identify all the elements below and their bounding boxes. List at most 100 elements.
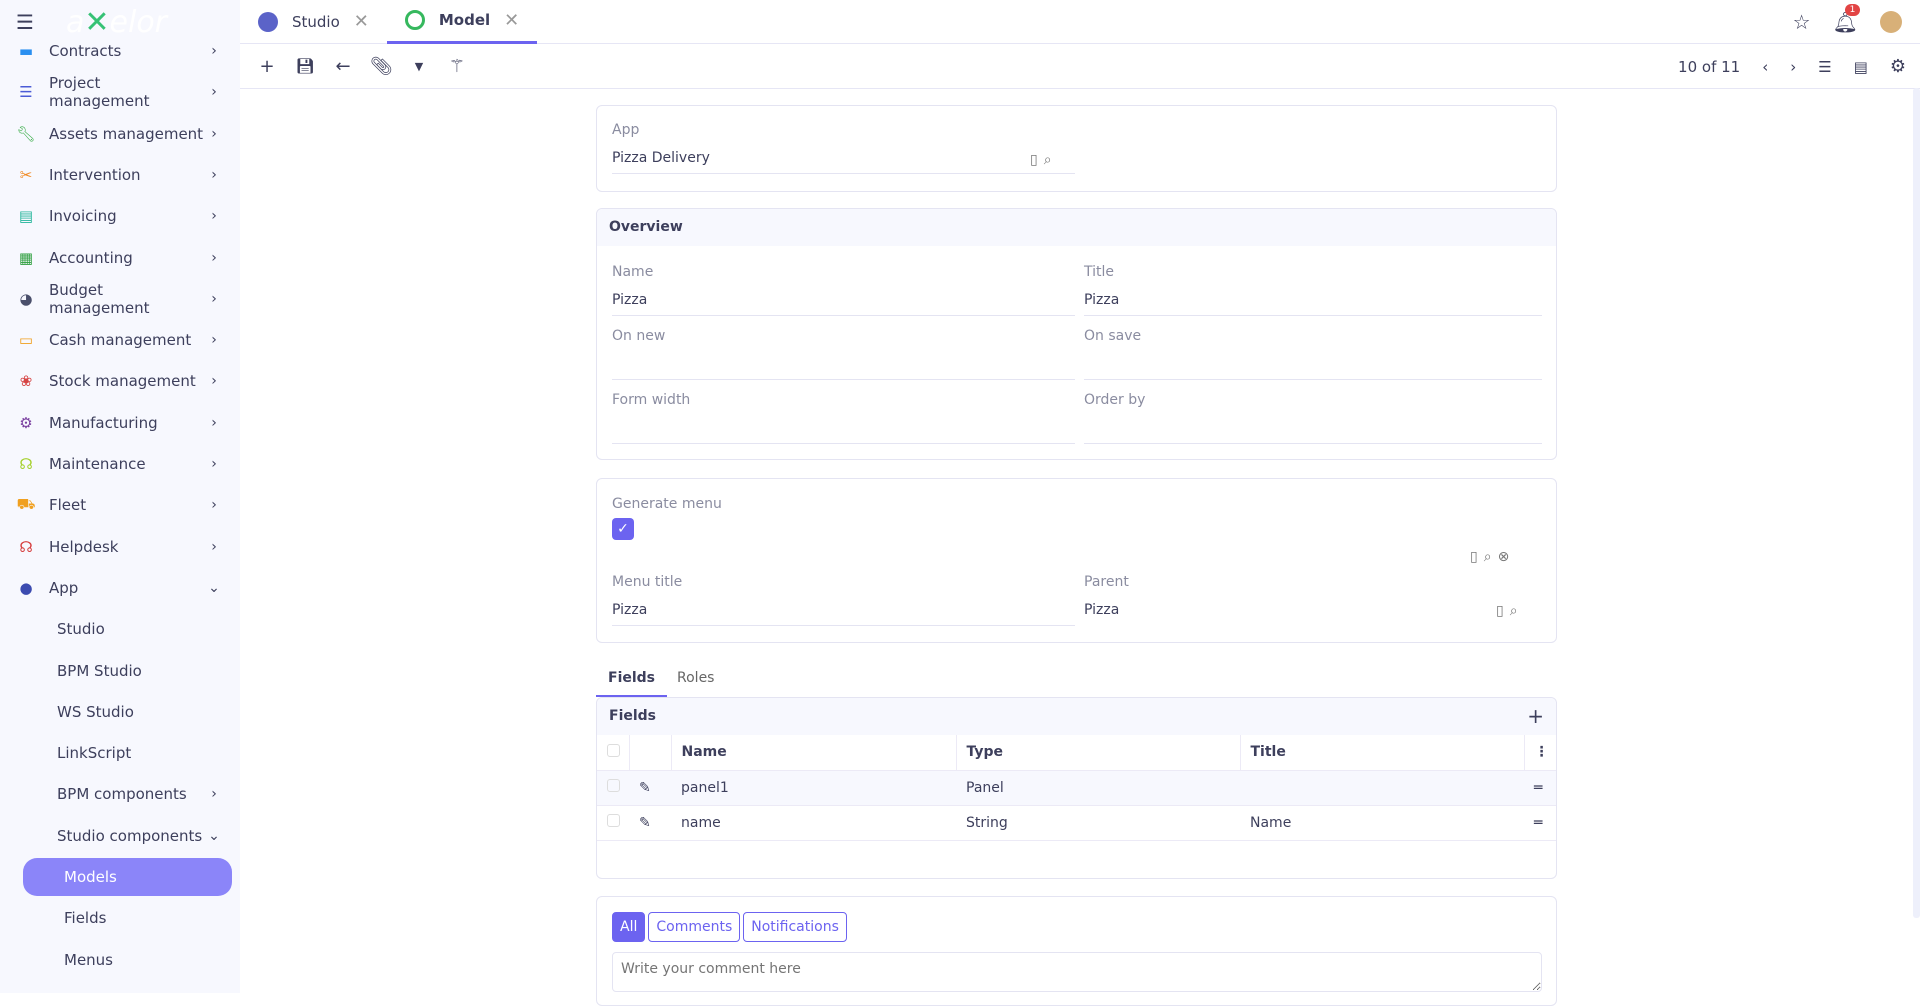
list-view-icon[interactable]: ☰: [1818, 57, 1832, 76]
sidebar-item-manufacturing[interactable]: ⚙ Manufacturing ›: [0, 404, 240, 442]
tab-model[interactable]: Model ✕: [386, 0, 538, 44]
tab-studio[interactable]: Studio ✕: [240, 0, 387, 44]
document-icon[interactable]: ▯: [1470, 549, 1478, 565]
app-icon: ●: [19, 578, 33, 597]
save-icon[interactable]: 💾︎: [295, 57, 315, 75]
sidebar-item-fields[interactable]: Fields: [0, 899, 240, 937]
tab-roles[interactable]: Roles: [677, 670, 715, 686]
gear-icon: ⚙: [19, 413, 33, 432]
generate-menu-checkbox[interactable]: ✓: [612, 518, 634, 540]
paperclip-icon[interactable]: 📎︎: [370, 55, 393, 77]
edit-pencil-icon[interactable]: ✎: [629, 805, 671, 841]
sidebar-item-bpm-components[interactable]: BPM components ›: [0, 775, 240, 813]
fields-title-text: Fields: [609, 708, 657, 724]
sidebar-item-contracts[interactable]: ▬ Contracts ›: [0, 32, 240, 70]
next-icon[interactable]: ›: [1790, 57, 1797, 76]
drag-handle-icon[interactable]: ═: [1524, 770, 1556, 806]
comment-input[interactable]: [612, 952, 1542, 992]
caret-down-icon[interactable]: ▼: [414, 59, 424, 73]
table-row[interactable]: ✎ panel1 Panel ═: [597, 770, 1556, 806]
user-avatar[interactable]: [1880, 11, 1902, 33]
list-icon: ☰: [19, 83, 33, 102]
previous-icon[interactable]: ‹: [1762, 57, 1769, 76]
sidebar-item-accounting[interactable]: ▦ Accounting ›: [0, 239, 240, 277]
on-save-field[interactable]: [1084, 354, 1542, 380]
column-menu-icon[interactable]: ⋮: [1524, 735, 1556, 771]
select-all-checkbox[interactable]: [607, 743, 620, 757]
sidebar-item-intervention[interactable]: ✂ Intervention ›: [0, 156, 240, 194]
filter-all-button[interactable]: All: [612, 912, 646, 942]
on-new-field[interactable]: [612, 354, 1075, 380]
sidebar-item-assets-management[interactable]: 🔧︎ Assets management ›: [0, 115, 240, 153]
star-icon[interactable]: ☆: [1792, 10, 1811, 34]
filter-comments-button[interactable]: Comments: [648, 912, 741, 942]
chevron-right-icon: ›: [211, 208, 217, 225]
sidebar-item-studio[interactable]: Studio: [0, 610, 240, 648]
subtabs: Fields Roles: [596, 662, 724, 697]
table-row[interactable]: ✎ name String Name ═: [597, 805, 1556, 841]
search-icon[interactable]: ⌕: [1043, 152, 1052, 168]
sidebar-item-menus[interactable]: Menus: [0, 941, 240, 979]
chevron-right-icon: ›: [211, 414, 217, 431]
sidebar-item-cash-management[interactable]: ▭ Cash management ›: [0, 321, 240, 359]
clear-icon[interactable]: ⊗: [1497, 549, 1510, 565]
menu-panel: Generate menu ✓ ▯ ⌕ ⊗ Menu title Pizza Par…: [596, 478, 1557, 643]
sidebar-item-label: Assets management: [49, 124, 204, 143]
sidebar-item-stock-management[interactable]: ❀ Stock management ›: [0, 362, 240, 400]
sidebar-item-project-management[interactable]: ☰ Project management ›: [0, 73, 240, 111]
settings-gear-icon[interactable]: ⚙: [1889, 56, 1906, 77]
magic-wand-icon[interactable]: ⚚: [448, 55, 466, 77]
row-checkbox[interactable]: [607, 779, 620, 792]
app-field[interactable]: Pizza Delivery: [612, 148, 1075, 174]
add-field-icon[interactable]: +: [1527, 704, 1544, 728]
document-icon[interactable]: ▯: [1030, 152, 1038, 168]
scrollbar[interactable]: [1913, 88, 1920, 918]
sidebar-item-linkscript[interactable]: LinkScript: [0, 734, 240, 772]
add-icon[interactable]: +: [259, 55, 275, 77]
form-view-icon[interactable]: ▤: [1853, 57, 1868, 76]
studio-icon: [258, 11, 278, 32]
column-title[interactable]: Title: [1240, 735, 1525, 771]
close-icon[interactable]: ✕: [353, 11, 369, 32]
sidebar-item-fleet[interactable]: ⛟ Fleet ›: [0, 486, 240, 524]
chevron-right-icon: ›: [211, 456, 217, 472]
filter-notifications-button[interactable]: Notifications: [743, 912, 847, 942]
document-icon[interactable]: ▯: [1496, 603, 1504, 619]
sidebar-item-invoicing[interactable]: ▤ Invoicing ›: [0, 197, 240, 235]
search-icon[interactable]: ⌕: [1509, 603, 1518, 619]
table-header: Name Type Title ⋮: [597, 735, 1556, 771]
chevron-right-icon: ›: [211, 249, 217, 266]
edit-pencil-icon[interactable]: ✎: [629, 770, 671, 806]
sidebar-item-helpdesk[interactable]: ☊ Helpdesk ›: [0, 528, 240, 566]
tab-fields[interactable]: Fields: [596, 662, 668, 697]
row-checkbox[interactable]: [607, 814, 620, 827]
on-save-label: On save: [1084, 328, 1142, 344]
sidebar-item-ws-studio[interactable]: WS Studio: [0, 693, 240, 731]
sidebar-item-bpm-studio[interactable]: BPM Studio: [0, 652, 240, 690]
bell-icon[interactable]: 🔔︎ 1: [1833, 4, 1861, 34]
sidebar-item-studio-components[interactable]: Studio components ⌄: [0, 817, 240, 855]
column-type[interactable]: Type: [956, 735, 1241, 771]
generate-menu-label: Generate menu: [612, 496, 722, 512]
axelor-logo[interactable]: a✕elor: [66, 4, 168, 40]
name-field[interactable]: Pizza: [612, 290, 1075, 316]
column-name[interactable]: Name: [671, 735, 957, 771]
title-field[interactable]: Pizza: [1084, 290, 1542, 316]
back-arrow-icon[interactable]: ←: [335, 55, 351, 77]
order-by-field[interactable]: [1084, 418, 1542, 444]
sidebar-item-label: Menus: [64, 950, 113, 969]
menu-title-field[interactable]: Pizza: [612, 600, 1075, 626]
sidebar-item-app[interactable]: ● App ⌄: [0, 569, 240, 607]
form-width-field[interactable]: [612, 418, 1075, 444]
close-icon[interactable]: ✕: [504, 9, 520, 31]
chevron-right-icon: ›: [211, 290, 217, 307]
sidebar-item-maintenance[interactable]: ☊ Maintenance ›: [0, 445, 240, 483]
chevron-right-icon: ›: [211, 43, 217, 59]
parent-field[interactable]: Pizza: [1084, 602, 1120, 618]
sidebar-item-models[interactable]: Models: [23, 858, 232, 896]
search-icon[interactable]: ⌕: [1483, 549, 1492, 565]
fields-panel: Fields + Name Type Title ⋮ ✎ panel1 Panel ═…: [596, 697, 1557, 879]
drag-handle-icon[interactable]: ═: [1524, 805, 1556, 841]
hamburger-menu-icon[interactable]: ☰: [16, 10, 34, 34]
sidebar-item-budget-management[interactable]: ◕ Budget management ›: [0, 280, 240, 318]
